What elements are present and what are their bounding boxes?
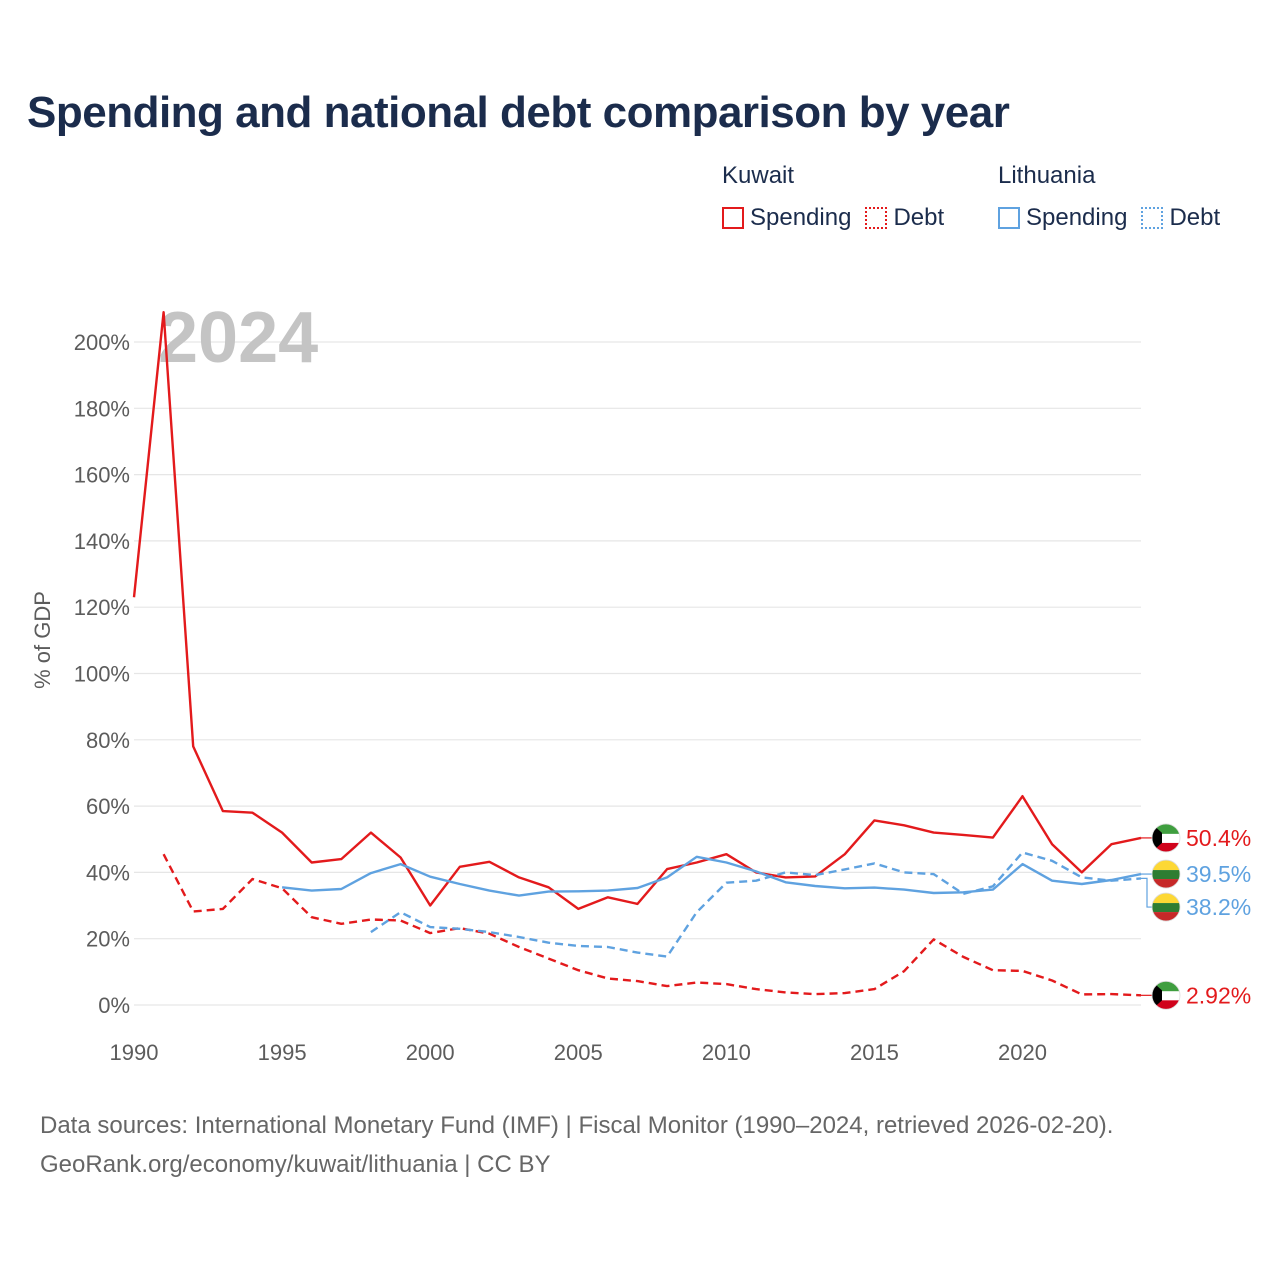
lithuania-flag-icon <box>1151 859 1181 889</box>
legend-label: Spending <box>1026 204 1128 231</box>
x-tick-label: 1995 <box>258 1040 307 1065</box>
series-layer <box>132 311 1142 997</box>
end-label-kw-debt: 2.92% <box>1186 982 1251 1008</box>
x-tick-label: 2015 <box>850 1040 899 1065</box>
chart-title: Spending and national debt comparison by… <box>27 88 1010 137</box>
kuwait-flag-icon <box>1151 823 1181 853</box>
kuwait-flag-icon <box>1151 980 1181 1010</box>
footer-link[interactable]: GeoRank.org/economy/kuwait/lithuania | C… <box>40 1151 551 1178</box>
x-tick-label: 2020 <box>998 1040 1047 1065</box>
dotted-swatch-icon <box>1141 207 1164 229</box>
legend-item-lithuania-spending[interactable]: Spending <box>998 204 1127 232</box>
end-labels: 50.4% 39.5% 38.2% 2.92% <box>1141 823 1251 1010</box>
legend-group-lithuania: Lithuania Spending Debt <box>998 162 1220 232</box>
legend-label: Debt <box>1169 204 1221 231</box>
series-line-lt-spending[interactable] <box>281 855 1142 897</box>
solid-swatch-icon <box>998 207 1020 229</box>
y-tick-label: 140% <box>74 529 130 554</box>
series-line-lt-debt[interactable] <box>370 851 1142 958</box>
line-chart: 2024 0% 20% 40% 60% 80% 100% 120% 140% 160% 180% 2… <box>30 298 1251 1065</box>
y-tick-label: 0% <box>98 993 130 1018</box>
x-tick-label: 2010 <box>702 1040 751 1065</box>
y-tick-label: 200% <box>74 330 130 355</box>
x-tick-label: 2000 <box>406 1040 455 1065</box>
x-tick-label: 2005 <box>554 1040 603 1065</box>
x-axis-ticks: 1990 1995 2000 2005 2010 2015 2020 <box>110 1040 1047 1065</box>
y-tick-label: 180% <box>74 396 130 421</box>
legend-group-kuwait: Kuwait Spending Debt <box>722 162 944 232</box>
y-tick-label: 20% <box>86 927 130 952</box>
y-tick-label: 60% <box>86 794 130 819</box>
grid-layer <box>134 341 1141 1006</box>
x-tick-label: 1990 <box>110 1040 159 1065</box>
y-tick-label: 160% <box>74 463 130 488</box>
y-tick-label: 120% <box>74 595 130 620</box>
series-line-kw-spending[interactable] <box>132 311 1142 911</box>
legend-label: Spending <box>750 204 852 231</box>
legend-country-lithuania: Lithuania <box>998 162 1096 189</box>
lithuania-flag-icon <box>1151 892 1181 922</box>
end-label-kw-spending: 50.4% <box>1186 825 1251 851</box>
y-tick-label: 80% <box>86 728 130 753</box>
legend-item-kuwait-debt[interactable]: Debt <box>865 204 944 232</box>
year-watermark: 2024 <box>158 298 318 378</box>
y-tick-label: 40% <box>86 860 130 885</box>
legend-label: Debt <box>893 204 945 231</box>
y-axis-ticks: 0% 20% 40% 60% 80% 100% 120% 140% 160% 180% 200% <box>74 330 130 1018</box>
dotted-swatch-icon <box>865 207 888 229</box>
solid-swatch-icon <box>722 207 744 229</box>
legend-item-lithuania-debt[interactable]: Debt <box>1141 204 1220 232</box>
footer: Data sources: International Monetary Fun… <box>40 1106 1113 1184</box>
y-axis-label: % of GDP <box>30 591 55 689</box>
y-tick-label: 100% <box>74 662 130 687</box>
legend-country-kuwait: Kuwait <box>722 162 795 189</box>
end-label-lt-spending: 39.5% <box>1186 861 1251 887</box>
end-label-lt-debt: 38.2% <box>1186 894 1251 920</box>
legend-item-kuwait-spending[interactable]: Spending <box>722 204 851 232</box>
footer-source: Data sources: International Monetary Fun… <box>40 1112 1114 1139</box>
series-line-kw-debt[interactable] <box>162 853 1142 997</box>
end-label-connector <box>1141 877 1152 908</box>
